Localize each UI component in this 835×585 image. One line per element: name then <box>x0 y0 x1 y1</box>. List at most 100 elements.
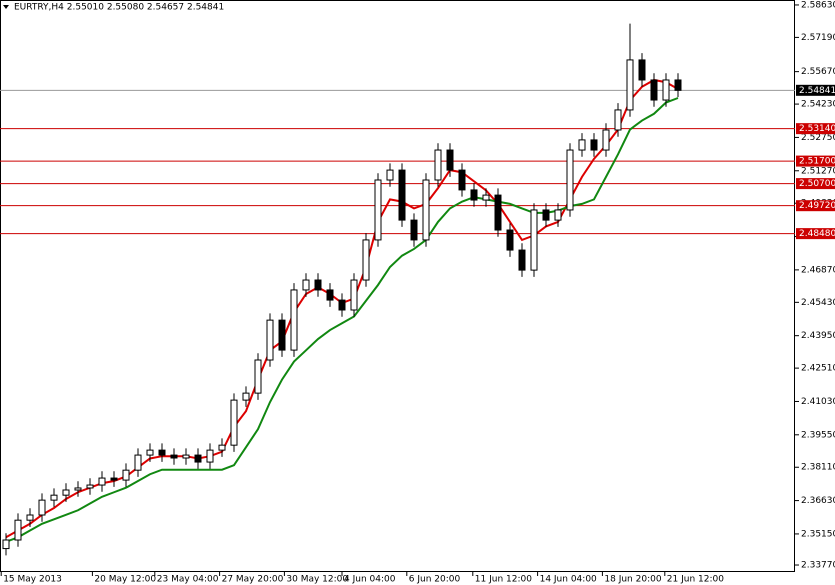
candle-body <box>302 279 310 291</box>
x-tick-label: 21 Jun 12:00 <box>667 575 724 585</box>
candle-body <box>626 59 634 111</box>
indicator-line <box>5 97 679 543</box>
y-tick-label: 2.36630 <box>801 496 835 506</box>
candle-body <box>566 149 574 211</box>
plot-frame <box>0 0 795 572</box>
candle-body <box>170 454 178 459</box>
level-label: 2.49720 <box>799 201 835 211</box>
x-tick-label: 14 Jun 04:00 <box>540 575 597 585</box>
candle-body <box>146 449 154 456</box>
y-tick-label: 2.55670 <box>801 67 835 77</box>
x-tick-label: 6 Jun 20:00 <box>409 575 461 585</box>
level-label: 2.53140 <box>799 124 835 134</box>
candle-body <box>194 454 202 463</box>
candle-body <box>122 469 130 481</box>
candle-body <box>38 499 46 516</box>
level-badge <box>796 228 835 240</box>
candle-body <box>470 189 478 201</box>
candle-body <box>254 359 262 394</box>
y-tick-label: 2.57190 <box>801 33 835 43</box>
candle-body <box>314 279 322 291</box>
candle-body <box>530 209 538 271</box>
y-tick-label: 2.39550 <box>801 430 835 440</box>
candle-body <box>590 139 598 151</box>
candle-body <box>134 454 142 471</box>
candle-body <box>650 79 658 101</box>
y-tick-label: 2.43950 <box>801 331 835 341</box>
candle-body <box>506 229 514 251</box>
y-tick-label: 2.58630 <box>801 0 835 10</box>
candle-body <box>182 454 190 459</box>
x-tick-label: 20 May 12:00 <box>94 575 156 585</box>
candle-body <box>218 444 226 451</box>
candle-body <box>578 139 586 151</box>
candle-body <box>602 129 610 151</box>
x-tick-label: 27 May 20:00 <box>222 575 284 585</box>
candle-body <box>266 319 274 361</box>
level-badge <box>796 200 835 212</box>
candle-body <box>494 194 502 231</box>
price-label: 2.54841 <box>799 86 835 96</box>
candle-body <box>674 79 682 91</box>
x-tick-label: 18 Jun 20:00 <box>604 575 661 585</box>
y-tick-label: 2.52750 <box>801 133 835 143</box>
candle-body <box>434 149 442 181</box>
candle-body <box>206 449 214 463</box>
y-tick-label: 2.42510 <box>801 364 835 374</box>
candle-body <box>14 519 22 541</box>
candle-body <box>542 209 550 221</box>
candle-body <box>278 319 286 351</box>
candle-body <box>242 392 250 401</box>
level-label: 2.50700 <box>799 179 835 189</box>
menu-arrow[interactable] <box>3 5 9 9</box>
level-badge <box>796 178 835 190</box>
level-badge <box>796 155 835 167</box>
candle-body <box>422 179 430 241</box>
level-label: 2.48480 <box>799 229 835 239</box>
y-tick-label: 2.33770 <box>801 561 835 571</box>
candle-body <box>662 79 670 101</box>
candle-body <box>350 279 358 311</box>
candle-body <box>446 149 454 171</box>
x-tick-label: 30 May 12:00 <box>286 575 348 585</box>
candle-body <box>554 209 562 221</box>
y-tick-label: 2.54230 <box>801 100 835 110</box>
candle-body <box>158 449 166 456</box>
chart-title: EURTRY,H4 2.55010 2.55080 2.54657 2.5484… <box>14 3 224 13</box>
candle-body <box>398 169 406 221</box>
level-label: 2.51700 <box>799 157 835 167</box>
candle-body <box>74 487 82 491</box>
candle-body <box>290 289 298 351</box>
candle-body <box>26 514 34 521</box>
candle-body <box>2 539 10 550</box>
candle-body <box>614 109 622 131</box>
candle-body <box>50 494 58 501</box>
y-tick-label: 2.38110 <box>801 463 835 473</box>
candle-body <box>98 477 106 486</box>
candle-body <box>518 249 526 271</box>
candle-body <box>410 219 418 241</box>
x-tick-label: 4 Jun 04:00 <box>344 575 396 585</box>
candle-body <box>374 179 382 241</box>
candle-body <box>338 299 346 311</box>
candle-body <box>326 289 334 301</box>
y-tick-label: 2.35150 <box>801 529 835 539</box>
y-tick-label: 2.51270 <box>801 166 835 176</box>
y-tick-label: 2.46870 <box>801 265 835 275</box>
x-tick-label: 15 May 2013 <box>3 575 62 585</box>
x-tick-label: 23 May 04:00 <box>157 575 219 585</box>
y-tick-label: 2.45430 <box>801 298 835 308</box>
candle-body <box>638 59 646 81</box>
candle-body <box>62 489 70 496</box>
candle-body <box>362 239 370 281</box>
price-badge <box>796 84 835 96</box>
candle-body <box>230 399 238 446</box>
candle-body <box>482 194 490 201</box>
level-badge <box>796 123 835 135</box>
y-tick-label: 2.41030 <box>801 397 835 407</box>
candle-body <box>458 169 466 191</box>
candle-body <box>86 484 94 489</box>
candle-body <box>386 169 394 181</box>
x-tick-label: 11 Jun 12:00 <box>475 575 532 585</box>
